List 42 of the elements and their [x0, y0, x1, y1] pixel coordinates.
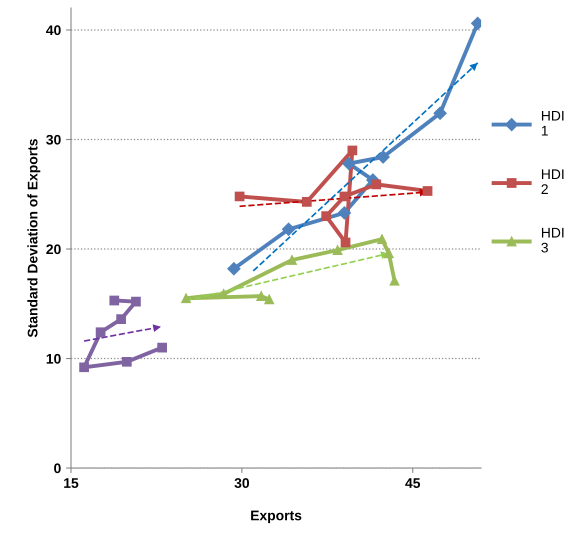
point [422, 186, 432, 196]
y-tick-label: 30 [46, 134, 61, 145]
x-tick-label: 15 [64, 478, 78, 488]
legend-label: HDI 3 [541, 228, 564, 253]
y-tick-label: 40 [46, 25, 61, 36]
point [157, 342, 167, 352]
point [302, 197, 312, 207]
point [282, 222, 296, 236]
point [434, 106, 447, 120]
x-axis-title: Exports [251, 510, 302, 524]
point [287, 255, 297, 265]
point [332, 245, 342, 255]
y-tick-label: 10 [46, 354, 61, 364]
y-tick-label: 20 [46, 244, 61, 254]
x-tick-label: 30 [234, 478, 250, 488]
y-tick-label: 0 [54, 463, 61, 474]
point [96, 327, 106, 338]
point [122, 356, 132, 367]
point [342, 157, 356, 170]
legend-label: HDI 2 [542, 169, 564, 194]
point [264, 294, 274, 304]
point [227, 262, 240, 276]
y-axis-title: Standard Deviation of Exports [27, 139, 40, 338]
point [109, 296, 120, 306]
point [340, 238, 350, 248]
point [234, 192, 244, 202]
x-tick-label: 45 [405, 478, 420, 488]
point [340, 192, 350, 202]
point [131, 296, 141, 306]
point [181, 293, 191, 304]
point [377, 234, 387, 244]
point [371, 180, 382, 190]
point [384, 248, 394, 258]
point [256, 291, 266, 301]
point [321, 211, 332, 222]
point [376, 150, 390, 164]
point [79, 362, 89, 372]
point [348, 146, 358, 156]
point [338, 206, 351, 220]
point [116, 314, 126, 324]
legend-label: HDI 1 [542, 110, 564, 136]
point [390, 276, 400, 286]
